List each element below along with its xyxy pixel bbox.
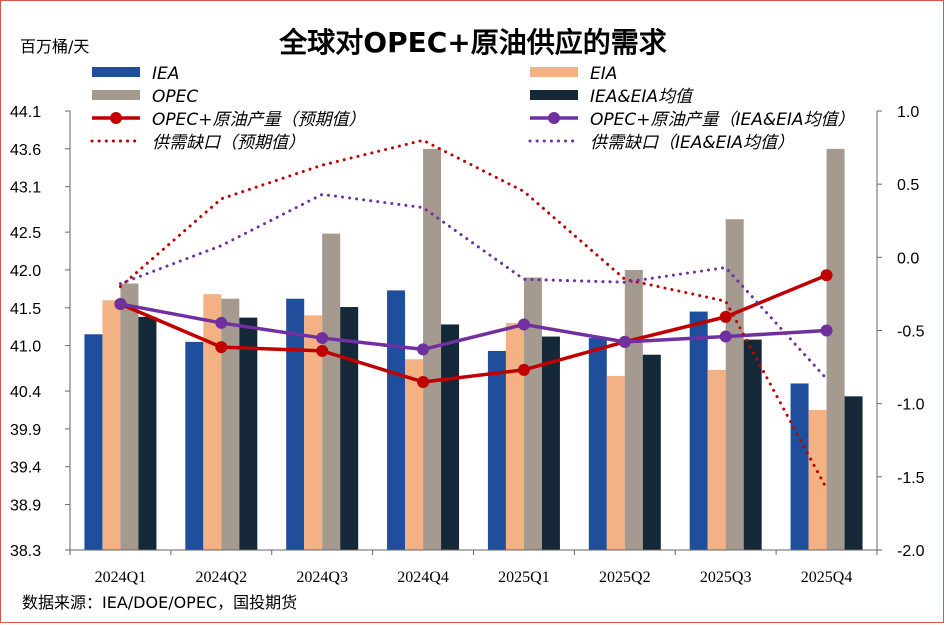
right-tick-label: -1.5 (897, 470, 925, 487)
legend-label: EIA (590, 64, 617, 84)
legend-swatch (92, 67, 140, 77)
legend-label: 供需缺口（IEA&EIA均值） (590, 133, 794, 153)
x-tick-label: 2024Q4 (397, 569, 449, 586)
right-tick-label: 0.0 (897, 250, 919, 267)
bar-1 (606, 375, 625, 550)
legend-label: OPEC (152, 87, 198, 107)
line-marker-1 (417, 343, 430, 356)
line-marker-1 (517, 318, 530, 331)
bar-1 (102, 300, 121, 550)
legend-label: OPEC+原油产量（IEA&EIA均值） (590, 110, 855, 130)
legend-swatch-marker (110, 112, 122, 124)
left-tick-label: 39.4 (10, 460, 41, 477)
bar-3 (642, 354, 661, 550)
bar-3 (541, 336, 560, 550)
legend-swatch (530, 67, 578, 77)
bar-1 (707, 369, 726, 550)
legend-label: 供需缺口（预期值） (152, 133, 305, 153)
line-marker-1 (316, 332, 329, 345)
bar-2 (221, 298, 240, 550)
x-tick-label: 2025Q3 (700, 569, 752, 586)
bar-2 (826, 148, 845, 550)
source-note: 数据来源：IEA/DOE/OPEC，国投期货 (22, 593, 297, 612)
x-tick-label: 2024Q2 (196, 569, 248, 586)
line-marker-0 (316, 344, 329, 357)
legend-swatch-marker (548, 112, 560, 124)
legend-label: IEA&EIA均值 (590, 87, 694, 107)
right-tick-label: -0.5 (897, 324, 925, 341)
left-tick-label: 39.9 (10, 422, 41, 439)
bar-0 (790, 383, 809, 550)
line-marker-1 (215, 316, 228, 329)
bar-0 (387, 290, 406, 550)
bar-2 (120, 283, 139, 550)
line-marker-0 (719, 310, 732, 323)
line-series-3 (118, 192, 829, 381)
right-tick-label: -1.0 (897, 397, 925, 414)
x-tick-label: 2025Q1 (498, 569, 550, 586)
legend-swatch (530, 90, 578, 100)
bar-0 (84, 334, 103, 550)
bar-3 (138, 316, 157, 550)
bar-2 (322, 233, 341, 550)
x-tick-label: 2025Q2 (599, 569, 651, 586)
right-tick-label: 0.5 (897, 177, 919, 194)
line-series-1 (118, 302, 829, 352)
left-tick-label: 41.0 (10, 339, 41, 356)
line-marker-1 (820, 324, 833, 337)
line-marker-0 (517, 363, 530, 376)
bar-1 (405, 359, 424, 550)
bar-1 (505, 322, 524, 550)
bar-3 (239, 317, 258, 550)
x-tick-label: 2024Q3 (296, 569, 348, 586)
bar-2 (725, 219, 744, 550)
bar-1 (203, 294, 222, 550)
line-marker-1 (618, 335, 631, 348)
bar-3 (743, 339, 762, 550)
bar-3 (441, 324, 460, 550)
bar-0 (689, 311, 708, 550)
left-tick-label: 43.1 (10, 180, 41, 197)
line-marker-1 (719, 330, 732, 343)
left-tick-label: 41.5 (10, 301, 41, 318)
legend-swatch (92, 90, 140, 100)
legend-label: OPEC+原油产量（预期值） (152, 110, 366, 130)
left-tick-label: 38.3 (10, 543, 41, 560)
bar-0 (487, 350, 506, 550)
line-marker-0 (820, 269, 833, 282)
left-tick-label: 42.0 (10, 263, 41, 280)
line-marker-0 (417, 375, 430, 388)
line-series-0 (118, 273, 829, 384)
right-tick-label: 1.0 (897, 104, 919, 121)
x-tick-label: 2025Q4 (801, 569, 853, 586)
left-tick-label: 42.5 (10, 225, 41, 242)
chart-title: 全球对OPEC+原油供应的需求 (278, 26, 666, 59)
bar-2 (423, 148, 442, 550)
left-tick-label: 38.9 (10, 498, 41, 515)
left-tick-label: 43.6 (10, 142, 41, 159)
bar-0 (588, 338, 607, 550)
left-axis-unit: 百万桶/天 (20, 37, 89, 56)
bar-1 (304, 315, 323, 550)
bar-3 (844, 396, 863, 550)
bar-0 (185, 341, 204, 550)
bar-0 (286, 298, 305, 550)
left-tick-label: 44.1 (10, 104, 41, 121)
bar-2 (624, 269, 643, 550)
x-tick-label: 2024Q1 (95, 569, 147, 586)
left-tick-label: 40.4 (10, 384, 41, 401)
line-marker-1 (114, 298, 127, 311)
right-tick-label: -2.0 (897, 543, 925, 560)
line-marker-0 (215, 341, 228, 354)
legend-label: IEA (152, 64, 179, 84)
bar-3 (340, 307, 359, 550)
bar-1 (808, 409, 827, 550)
bar-2 (523, 277, 542, 550)
